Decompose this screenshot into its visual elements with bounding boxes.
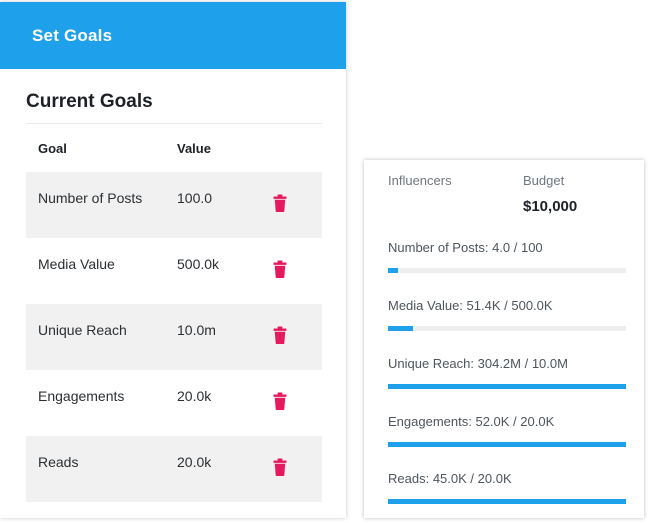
progress-label: Number of Posts: 4.0 / 100 xyxy=(388,240,626,258)
goals-table-header: Goal Value xyxy=(26,138,322,162)
trash-icon[interactable] xyxy=(273,194,287,212)
goal-value: 100.0 xyxy=(177,190,213,206)
progress-fill xyxy=(388,326,413,331)
trash-icon[interactable] xyxy=(273,458,287,476)
progress-engagements: Engagements: 52.0K / 20.0K xyxy=(388,414,626,447)
progress-label: Unique Reach: 304.2M / 10.0M xyxy=(388,356,626,374)
progress-fill xyxy=(388,268,398,273)
current-goals-title: Current Goals xyxy=(26,91,153,112)
progress-metric-name: Reads: xyxy=(388,471,430,486)
progress-track xyxy=(388,326,626,331)
section-divider xyxy=(26,123,322,124)
goal-value: 20.0k xyxy=(177,454,212,470)
trash-icon[interactable] xyxy=(273,392,287,410)
progress-track xyxy=(388,499,626,504)
goal-name: Media Value xyxy=(38,256,115,272)
budget-value: $10,000 xyxy=(523,198,578,215)
progress-amount: 45.0K / 20.0K xyxy=(432,471,512,486)
goal-name: Reads xyxy=(38,454,79,470)
trash-icon[interactable] xyxy=(273,260,287,278)
goal-name: Unique Reach xyxy=(38,322,127,338)
trash-icon[interactable] xyxy=(273,326,287,344)
progress-fill xyxy=(388,442,626,447)
goal-value: 20.0k xyxy=(177,388,212,404)
progress-fill xyxy=(388,499,626,504)
progress-number-of-posts: Number of Posts: 4.0 / 100 xyxy=(388,240,626,273)
progress-track xyxy=(388,384,626,389)
goal-row-engagements: Engagements 20.0k xyxy=(26,370,322,436)
progress-label: Engagements: 52.0K / 20.0K xyxy=(388,414,626,432)
goal-row-unique-reach: Unique Reach 10.0m xyxy=(26,304,322,370)
progress-metric-name: Media Value: xyxy=(388,298,463,313)
goal-row-media-value: Media Value 500.0k xyxy=(26,238,322,304)
goal-progress-card: Influencers Budget $10,000 Number of Pos… xyxy=(364,160,644,518)
set-goals-panel: Set Goals Current Goals Goal Value Numbe… xyxy=(0,2,346,518)
progress-metric-name: Number of Posts: xyxy=(388,240,489,255)
progress-amount: 4.0 / 100 xyxy=(492,240,543,255)
progress-amount: 51.4K / 500.0K xyxy=(466,298,553,313)
influencers-label: Influencers xyxy=(388,173,452,188)
budget-label: Budget xyxy=(523,173,565,188)
set-goals-title: Set Goals xyxy=(32,25,113,45)
progress-reads: Reads: 45.0K / 20.0K xyxy=(388,471,626,504)
progress-unique-reach: Unique Reach: 304.2M / 10.0M xyxy=(388,356,626,389)
goal-row-reads: Reads 20.0k xyxy=(26,436,322,502)
goal-name: Engagements xyxy=(38,388,125,404)
progress-track xyxy=(388,268,626,273)
progress-track xyxy=(388,442,626,447)
progress-metric-name: Engagements: xyxy=(388,414,472,429)
goal-row-number-of-posts: Number of Posts 100.0 xyxy=(26,172,322,238)
progress-metric-name: Unique Reach: xyxy=(388,356,474,371)
progress-fill xyxy=(388,384,626,389)
progress-label: Media Value: 51.4K / 500.0K xyxy=(388,298,626,316)
set-goals-header: Set Goals xyxy=(0,2,346,69)
value-column-header: Value xyxy=(177,141,211,156)
progress-media-value: Media Value: 51.4K / 500.0K xyxy=(388,298,626,331)
goal-value: 500.0k xyxy=(177,256,220,272)
progress-amount: 52.0K / 20.0K xyxy=(475,414,555,429)
goal-column-header: Goal xyxy=(38,141,67,156)
progress-label: Reads: 45.0K / 20.0K xyxy=(388,471,626,489)
goal-name: Number of Posts xyxy=(38,190,143,206)
goal-value: 10.0m xyxy=(177,322,216,338)
progress-amount: 304.2M / 10.0M xyxy=(477,356,568,371)
